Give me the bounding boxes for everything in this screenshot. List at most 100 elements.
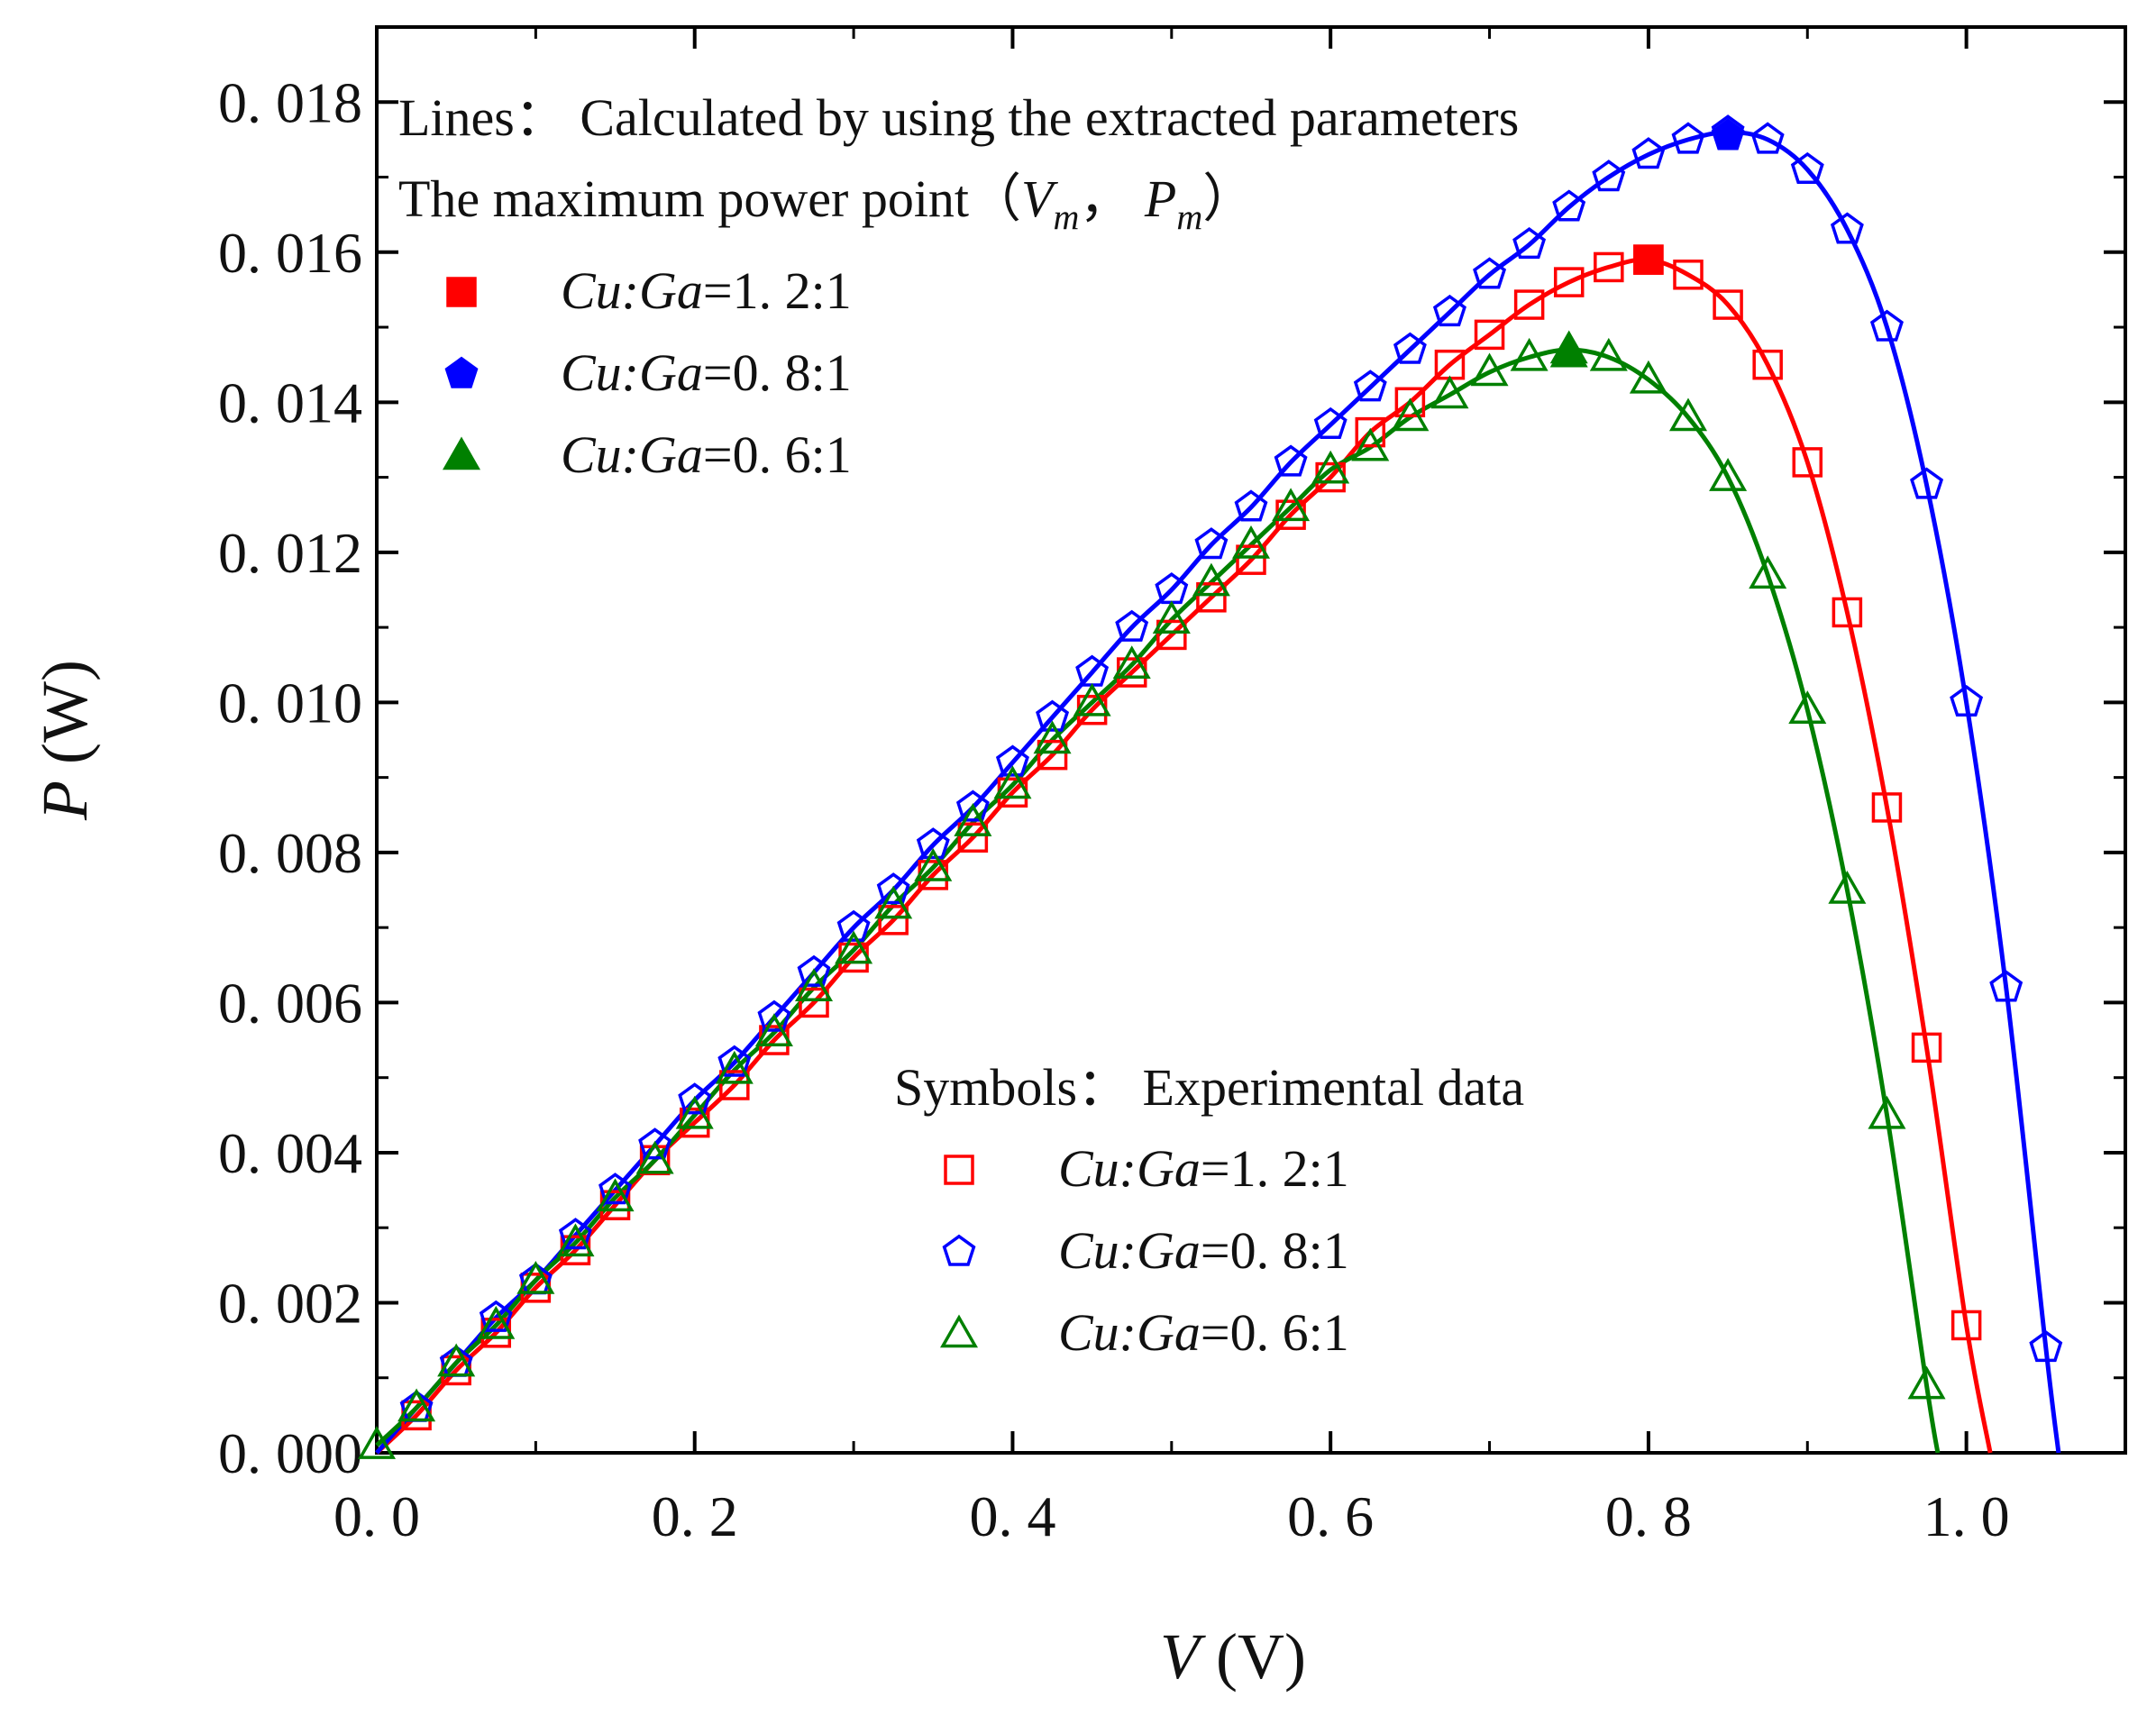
lines-legend-subtitle: The maximum power point（Vm， Pm） bbox=[398, 169, 1255, 237]
data-point-triangle bbox=[1510, 337, 1548, 371]
legend-marker-pentagon bbox=[444, 356, 479, 388]
data-point-square bbox=[1355, 416, 1386, 448]
data-point-pentagon bbox=[955, 790, 990, 822]
legend-layer: Lines： Calculated by using the extracted… bbox=[398, 88, 1524, 1362]
data-point-pentagon bbox=[1631, 137, 1666, 169]
data-point-triangle bbox=[1192, 562, 1230, 597]
data-point-pentagon bbox=[1473, 257, 1507, 289]
y-tick-label: 0. 008 bbox=[218, 821, 362, 885]
data-point-triangle bbox=[1668, 397, 1708, 432]
y-tick-label: 0. 002 bbox=[218, 1271, 362, 1335]
data-markers-layer bbox=[357, 114, 2063, 1459]
data-point-square bbox=[719, 1070, 750, 1100]
data-point-pentagon bbox=[1989, 970, 2024, 1002]
data-point-pentagon bbox=[1353, 370, 1387, 402]
data-point-triangle bbox=[954, 803, 992, 836]
data-point-square bbox=[799, 987, 829, 1018]
legend-marker-triangle bbox=[939, 1314, 979, 1348]
data-point-triangle bbox=[1430, 375, 1469, 409]
y-tick-label: 0. 018 bbox=[218, 70, 362, 134]
data-point-square bbox=[1832, 597, 1863, 628]
x-tick-label: 0. 6 bbox=[1287, 1484, 1374, 1548]
lines-legend: Cu:Ga=1. 2:1 Cu:Ga=0. 8:1 Cu:Ga=0. 6:1 bbox=[442, 261, 852, 484]
data-point-triangle bbox=[675, 1095, 714, 1129]
data-point-pentagon bbox=[678, 1082, 712, 1115]
data-point-triangle bbox=[357, 1426, 397, 1459]
fit-line-pentagon bbox=[375, 130, 2061, 1455]
y-tick-label: 0. 004 bbox=[218, 1121, 362, 1185]
lines-legend-title: Lines： Calculated by using the extracted… bbox=[398, 88, 1519, 147]
data-point-triangle bbox=[715, 1050, 754, 1084]
data-point-pentagon bbox=[638, 1127, 672, 1160]
y-tick-label: 0. 010 bbox=[218, 671, 362, 735]
data-point-triangle bbox=[835, 930, 873, 964]
data-point-triangle bbox=[1907, 1365, 1946, 1400]
data-point-triangle bbox=[1828, 870, 1867, 904]
data-point-pentagon bbox=[1830, 212, 1864, 244]
data-point-pentagon bbox=[1790, 151, 1824, 184]
data-point-pentagon bbox=[558, 1218, 592, 1250]
data-point-pentagon bbox=[995, 744, 1029, 777]
data-point-pentagon bbox=[1750, 122, 1785, 154]
legend-label: Cu:Ga=0. 6:1 bbox=[1058, 1303, 1349, 1362]
axes-layer: 0. 0 0. 2 0. 4 0. 6 0. 8 1. 0 0. 000 0. 002 0. 0… bbox=[29, 25, 2127, 1693]
legend-label: Cu:Ga=1. 2:1 bbox=[1058, 1139, 1349, 1198]
data-point-square bbox=[878, 905, 909, 936]
data-point-triangle bbox=[1231, 525, 1271, 559]
data-point-triangle bbox=[1589, 337, 1628, 371]
data-point-square bbox=[1553, 267, 1585, 297]
y-tick-label: 0. 016 bbox=[218, 221, 362, 285]
data-point-pentagon bbox=[1115, 609, 1149, 642]
data-point-pentagon bbox=[1194, 527, 1229, 560]
legend-label: Cu:Ga=1. 2:1 bbox=[561, 261, 852, 320]
legend-label: Cu:Ga=0. 8:1 bbox=[1058, 1221, 1349, 1280]
x-tick-label: 1. 0 bbox=[1923, 1484, 2010, 1548]
data-point-square bbox=[1196, 582, 1227, 613]
data-point-pentagon bbox=[1592, 160, 1626, 192]
data-point-pentagon bbox=[916, 827, 950, 860]
x-axis-title: V (V) bbox=[1160, 1620, 1306, 1693]
fit-line-triangle bbox=[375, 347, 1941, 1454]
data-point-square bbox=[1474, 319, 1505, 351]
data-point-triangle bbox=[1033, 720, 1072, 754]
data-point-triangle bbox=[1311, 450, 1350, 484]
data-point-square bbox=[1037, 739, 1068, 771]
data-point-triangle bbox=[635, 1140, 674, 1174]
y-tick-label: 0. 014 bbox=[218, 370, 362, 434]
data-point-square bbox=[1594, 251, 1624, 283]
data-point-triangle bbox=[596, 1178, 635, 1212]
data-point-pentagon bbox=[876, 872, 910, 905]
legend-label: Cu:Ga=0. 6:1 bbox=[561, 425, 852, 484]
data-point-triangle bbox=[1391, 397, 1430, 432]
data-point-triangle bbox=[993, 765, 1032, 799]
data-point-triangle bbox=[1470, 352, 1509, 387]
symbols-legend: Cu:Ga=1. 2:1 Cu:Ga=0. 8:1 Cu:Ga=0. 6:1 bbox=[939, 1139, 1349, 1362]
data-point-square bbox=[1911, 1032, 1942, 1063]
x-tick-label: 0. 8 bbox=[1605, 1484, 1692, 1548]
data-point-triangle bbox=[754, 1013, 793, 1046]
data-point-triangle bbox=[516, 1260, 555, 1294]
data-point-pentagon bbox=[1950, 684, 1984, 717]
data-point-pentagon bbox=[1869, 309, 1904, 342]
data-point-triangle bbox=[1112, 645, 1151, 679]
x-tick-label: 0. 2 bbox=[652, 1484, 738, 1548]
data-point-square bbox=[1513, 289, 1545, 320]
data-point-triangle bbox=[1749, 555, 1787, 589]
data-point-triangle bbox=[794, 968, 834, 1002]
data-point-pentagon bbox=[1036, 699, 1070, 732]
data-point-square bbox=[1792, 447, 1823, 478]
y-tick-label: 0. 000 bbox=[218, 1421, 362, 1485]
data-point-square bbox=[1950, 1310, 1982, 1341]
data-point-pentagon bbox=[1234, 489, 1268, 522]
data-point-square bbox=[1394, 387, 1426, 418]
data-point-triangle bbox=[437, 1343, 476, 1377]
data-point-pentagon bbox=[1432, 294, 1466, 327]
data-point-triangle bbox=[1073, 682, 1111, 717]
data-point-square bbox=[1236, 544, 1266, 575]
data-point-pentagon bbox=[1512, 227, 1547, 260]
data-point-triangle bbox=[1788, 690, 1827, 724]
legend-marker-triangle bbox=[442, 436, 481, 470]
data-point-pentagon bbox=[598, 1173, 633, 1205]
y-tick-label: 0. 006 bbox=[218, 971, 362, 1035]
